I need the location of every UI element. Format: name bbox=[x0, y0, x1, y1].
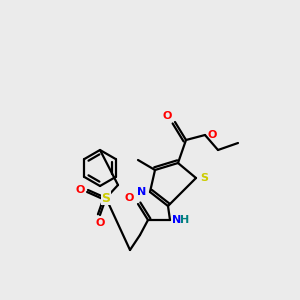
Text: O: O bbox=[95, 218, 105, 228]
Text: S: S bbox=[200, 173, 208, 183]
Text: H: H bbox=[180, 215, 189, 225]
Text: N: N bbox=[137, 187, 146, 197]
Text: O: O bbox=[76, 185, 85, 195]
Text: O: O bbox=[124, 193, 134, 203]
Text: O: O bbox=[208, 130, 218, 140]
Text: S: S bbox=[101, 191, 110, 205]
Text: O: O bbox=[163, 111, 172, 121]
Text: N: N bbox=[172, 215, 181, 225]
